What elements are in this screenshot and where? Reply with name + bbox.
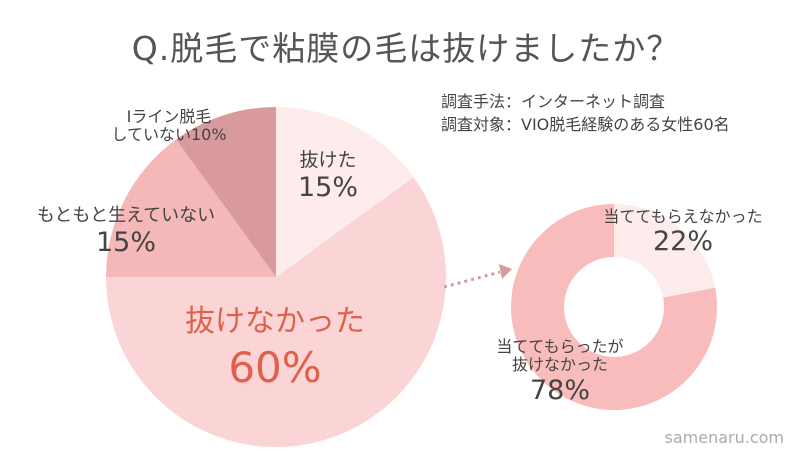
label-atete-nashi: 当ててもらえなかった 22%: [568, 207, 798, 258]
label-atete-ari-line1: 当ててもらったが: [496, 337, 624, 356]
main-pie-slice-1: [106, 177, 446, 447]
chart-title: Q.脱毛で粘膜の毛は抜けましたか？: [131, 29, 681, 68]
label-iline-line1: Iライン脱毛: [126, 107, 212, 126]
survey-method: 調査手法：インターネット調査: [441, 92, 666, 111]
main-pie-slice-2: [106, 139, 276, 277]
label-motomoto-text: もともと生えていない: [36, 205, 216, 226]
label-motomoto: もともと生えていない 15%: [6, 205, 246, 258]
main-pie-slice-0: [276, 107, 414, 277]
donut-pie: [510, 204, 717, 411]
main-pie-slice-3: [176, 107, 276, 277]
label-atete-nashi-pct: 22%: [652, 226, 713, 258]
label-nukenakatta-text: 抜けなかった: [185, 304, 365, 339]
label-nuketa-text: 抜けた: [299, 149, 357, 171]
label-atete-nashi-text: 当ててもらえなかった: [603, 207, 763, 226]
label-nuketa: 抜けた 15%: [288, 149, 368, 203]
label-iline-line2: していない10%: [111, 125, 227, 145]
main-pie: [106, 107, 446, 447]
label-iline: Iライン脱毛 していない10%: [74, 107, 264, 145]
donut-pie-slice-1: [510, 204, 717, 411]
label-motomoto-pct: 15%: [95, 226, 156, 258]
connector-arrow-head: [499, 264, 512, 279]
label-atete-ari: 当ててもらったが 抜けなかった 78%: [455, 337, 665, 406]
connector-arrow-line: [443, 270, 501, 289]
label-atete-ari-pct: 78%: [529, 374, 590, 406]
label-nukenakatta-pct: 60%: [228, 342, 322, 392]
label-nuketa-pct: 15%: [297, 171, 358, 203]
label-nukenakatta: 抜けなかった 60%: [150, 304, 400, 392]
donut-pie-slice-0: [614, 204, 716, 298]
survey-target: 調査対象：VIO脱毛経験のある女性60名: [441, 115, 730, 134]
watermark: samenaru.com: [664, 428, 785, 447]
label-atete-ari-line2: 抜けなかった: [511, 355, 608, 375]
